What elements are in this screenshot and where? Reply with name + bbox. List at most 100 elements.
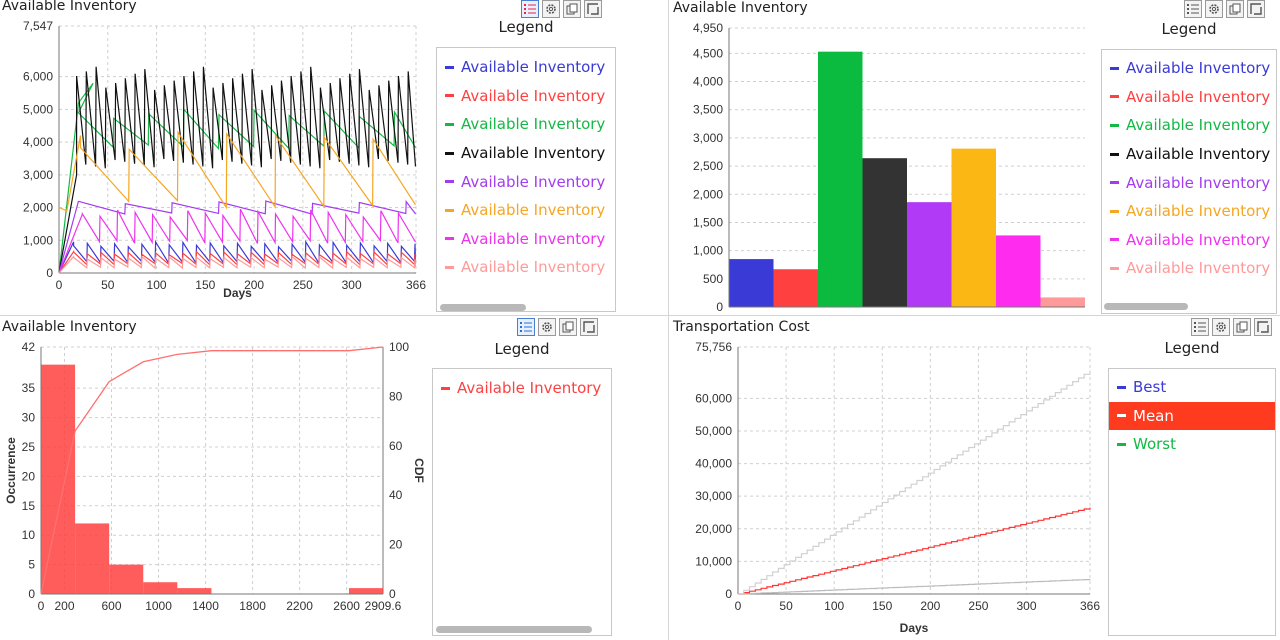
legend-item-label: Available Inventory — [461, 229, 606, 248]
legend-item[interactable]: Available Inventory — [437, 253, 615, 282]
legend-swatch — [445, 65, 454, 69]
legend-swatch — [445, 151, 454, 155]
series-line — [738, 507, 1091, 595]
x-tick-label: 366 — [1080, 599, 1100, 613]
x-axis-label: Days — [223, 286, 252, 300]
legend-item[interactable]: Available Inventory — [437, 82, 615, 111]
y-tick-label: 50,000 — [695, 424, 732, 438]
y2-tick-label: 0 — [389, 587, 396, 601]
x-tick-label: 2909.6 — [365, 599, 402, 613]
legend-item[interactable]: Available Inventory — [1102, 111, 1276, 140]
legend-item[interactable]: Available Inventory — [1102, 226, 1276, 255]
legend-item-label: Available Inventory — [1126, 230, 1271, 249]
legend-toggle-button[interactable] — [517, 318, 535, 336]
expand-icon — [583, 321, 595, 333]
legend-scrollbar[interactable] — [1104, 303, 1188, 310]
legend-item-label: Available Inventory — [461, 201, 606, 220]
legend-item[interactable]: Available Inventory — [437, 139, 615, 168]
expand-icon — [1257, 321, 1269, 333]
y-tick-label: 2,000 — [693, 187, 723, 201]
legend-item[interactable]: Available Inventory — [1102, 83, 1276, 112]
legend-item[interactable]: Available Inventory — [1102, 254, 1276, 283]
bar — [729, 259, 774, 307]
y-tick-label: 25 — [22, 440, 36, 454]
legend-toggle-button[interactable] — [1184, 0, 1202, 18]
gear-icon — [546, 4, 556, 14]
legend-item-label: Available Inventory — [461, 86, 606, 105]
legend-scrollbar[interactable] — [440, 304, 526, 311]
panel-toolbar — [521, 0, 602, 18]
gear-icon — [1216, 322, 1226, 332]
expand-button[interactable] — [580, 318, 598, 336]
expand-button[interactable] — [1247, 0, 1265, 18]
transportation-cost-chart: 0 50 100 150 200 250 300 366 0 10,000 20,000 30,000… — [695, 340, 1100, 635]
y-tick-label: 2,500 — [693, 159, 723, 173]
legend-swatch — [445, 265, 454, 269]
y-tick-label: 15 — [22, 499, 36, 513]
legend-item[interactable]: Available Inventory — [1102, 197, 1276, 226]
panel-toolbar — [1184, 0, 1265, 18]
legend-item[interactable]: Available Inventory — [1102, 168, 1276, 197]
settings-button[interactable] — [538, 318, 556, 336]
legend-item[interactable]: Worst — [1109, 430, 1275, 459]
legend-item[interactable]: Available Inventory — [1102, 54, 1276, 83]
x-tick-label: 200 — [54, 599, 74, 613]
y-tick-label: 0 — [46, 266, 53, 280]
x-tick-label: 2200 — [286, 599, 313, 613]
panel-title: Available Inventory — [2, 0, 137, 14]
x-tick-label: 250 — [293, 278, 313, 292]
y-tick-label: 75,756 — [695, 340, 732, 354]
y-tick-label: 3,000 — [693, 131, 723, 145]
settings-button[interactable] — [542, 0, 560, 18]
legend-item[interactable]: Available Inventory — [437, 110, 615, 139]
legend-toggle-button[interactable] — [1191, 318, 1209, 336]
legend-box: Best Mean Worst — [1108, 368, 1276, 636]
legend-item[interactable]: Available Inventory — [437, 53, 615, 82]
legend-item[interactable]: Available Inventory — [437, 225, 615, 254]
legend-item-label: Available Inventory — [461, 144, 606, 163]
panel-inventory-lines: Available Inventory 0 50 100 150 200 250 300 36… — [0, 0, 625, 315]
legend-item-label: Best — [1133, 378, 1167, 397]
x-axis-label: Days — [900, 621, 929, 635]
legend-box: Available Inventory Available Inventory Av… — [1101, 49, 1277, 314]
copy-icon — [1229, 3, 1241, 15]
legend-swatch — [1117, 385, 1126, 389]
copy-button[interactable] — [1226, 0, 1244, 18]
y-tick-label: 10,000 — [695, 554, 732, 568]
expand-button[interactable] — [1254, 318, 1272, 336]
legend-swatch — [441, 386, 450, 390]
panel-toolbar — [1191, 318, 1272, 336]
histogram-bar — [177, 588, 212, 594]
legend-item[interactable]: Mean — [1109, 401, 1275, 431]
legend-item[interactable]: Available Inventory — [437, 196, 615, 225]
x-tick-label: 1000 — [145, 599, 172, 613]
inventory-histogram-chart: 0 200 600 1000 1400 1800 2200 2600 2909.60510152… — [4, 340, 426, 613]
legend-item[interactable]: Available Inventory — [437, 167, 615, 196]
legend-scrollbar[interactable] — [436, 626, 592, 633]
y-tick-label: 30,000 — [695, 489, 732, 503]
y-tick-label: 4,500 — [693, 46, 723, 60]
inventory-bar-chart: 0 500 1,000 1,500 2,000 2,500 3,000 3,500 4,000 4… — [693, 21, 1085, 314]
settings-button[interactable] — [1212, 318, 1230, 336]
legend-item-label: Available Inventory — [1126, 259, 1271, 278]
bar — [862, 158, 907, 307]
legend-item[interactable]: Available Inventory — [1102, 140, 1276, 169]
legend-swatch — [445, 208, 454, 212]
copy-button[interactable] — [563, 0, 581, 18]
histogram-bar — [109, 564, 144, 594]
panel-transportation-cost: Transportation Cost 0 50 100 150 200 250 300 36… — [670, 318, 1280, 640]
series-line — [58, 249, 417, 274]
legend-item-label: Available Inventory — [1126, 202, 1271, 221]
legend-item[interactable]: Best — [1109, 373, 1275, 402]
panel-divider — [668, 0, 669, 640]
settings-button[interactable] — [1205, 0, 1223, 18]
bar — [996, 235, 1041, 307]
y-tick-label: 0 — [28, 587, 35, 601]
legend-item[interactable]: Available Inventory — [433, 374, 611, 403]
legend-swatch — [1110, 238, 1119, 242]
copy-button[interactable] — [1233, 318, 1251, 336]
y-tick-label: 1,000 — [23, 233, 53, 247]
expand-button[interactable] — [584, 0, 602, 18]
copy-button[interactable] — [559, 318, 577, 336]
legend-toggle-button[interactable] — [521, 0, 539, 18]
